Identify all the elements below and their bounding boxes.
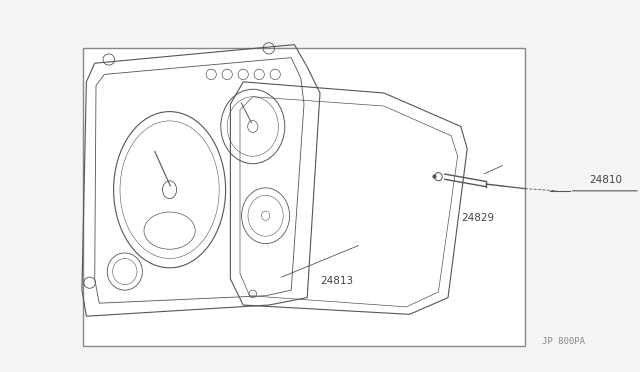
Bar: [83, 48, 525, 346]
Text: JP 800PA: JP 800PA: [541, 337, 585, 346]
Text: 24813: 24813: [320, 276, 353, 286]
Text: 24810: 24810: [589, 176, 622, 185]
Text: 24829: 24829: [461, 213, 494, 222]
